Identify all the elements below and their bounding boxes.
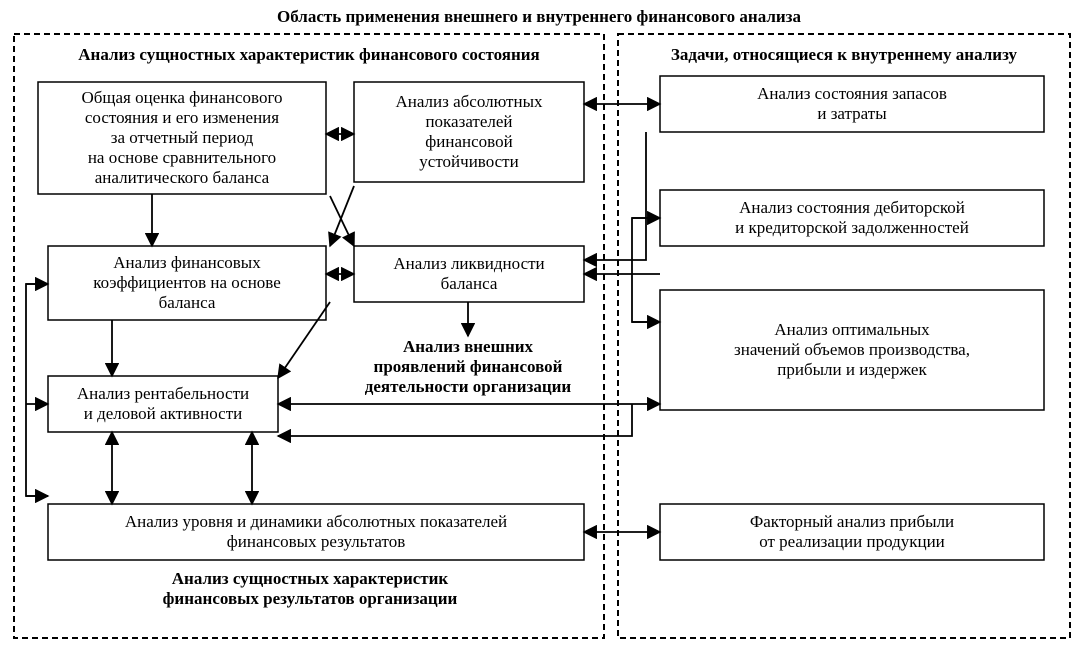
arrow-15: [584, 218, 660, 322]
svg-text:прибыли и издержек: прибыли и издержек: [777, 360, 927, 379]
label-bottom: Анализ сущностных характеристик: [172, 569, 449, 588]
svg-text:Анализ состояния дебиторской: Анализ состояния дебиторской: [739, 198, 965, 217]
svg-text:Факторный анализ прибыли: Факторный анализ прибыли: [750, 512, 954, 531]
node-r2: Анализ состояния дебиторскойи кредиторск…: [660, 190, 1044, 246]
node-n1: Общая оценка финансовогосостояния и его …: [38, 82, 326, 194]
svg-text:от реализации продукции: от реализации продукции: [759, 532, 945, 551]
label-ext: проявлений финансовой: [374, 357, 563, 376]
node-n2: Анализ абсолютныхпоказателейфинансовойус…: [354, 82, 584, 182]
svg-text:баланса: баланса: [159, 293, 216, 312]
node-n5: Анализ рентабельностии деловой активност…: [48, 376, 278, 432]
svg-text:Анализ финансовых: Анализ финансовых: [113, 253, 261, 272]
svg-text:состояния и его изменения: состояния и его изменения: [85, 108, 279, 127]
label-bottom: финансовых результатов организации: [163, 589, 458, 608]
svg-text:аналитического баланса: аналитического баланса: [95, 168, 270, 187]
arrow-11: [26, 284, 48, 496]
arrow-19: [278, 404, 632, 436]
left-panel-title: Анализ сущностных характеристик финансов…: [78, 45, 539, 64]
svg-text:Анализ абсолютных: Анализ абсолютных: [395, 92, 543, 111]
svg-text:финансовых результатов: финансовых результатов: [227, 532, 406, 551]
svg-text:финансовой: финансовой: [425, 132, 512, 151]
node-r3: Анализ оптимальныхзначений объемов произ…: [660, 290, 1044, 410]
svg-text:Анализ уровня и динамики абсол: Анализ уровня и динамики абсолютных пока…: [125, 512, 507, 531]
svg-text:показателей: показателей: [425, 112, 512, 131]
node-r4: Факторный анализ прибылиот реализации пр…: [660, 504, 1044, 560]
arrow-21: [584, 132, 646, 260]
svg-text:устойчивости: устойчивости: [419, 152, 518, 171]
svg-text:значений объемов производства,: значений объемов производства,: [734, 340, 970, 359]
svg-text:Анализ оптимальных: Анализ оптимальных: [774, 320, 930, 339]
node-n3: Анализ финансовыхкоэффициентов на основе…: [48, 246, 326, 320]
svg-text:на основе сравнительного: на основе сравнительного: [88, 148, 276, 167]
svg-text:и кредиторской задолженностей: и кредиторской задолженностей: [735, 218, 969, 237]
svg-text:баланса: баланса: [441, 274, 498, 293]
svg-text:и деловой активности: и деловой активности: [84, 404, 243, 423]
svg-text:Анализ состояния запасов: Анализ состояния запасов: [757, 84, 947, 103]
node-r1: Анализ состояния запасови затраты: [660, 76, 1044, 132]
node-n4: Анализ ликвидностибаланса: [354, 246, 584, 302]
right-panel-title: Задачи, относящиеся к внутреннему анализ…: [671, 45, 1018, 64]
svg-text:Общая оценка финансового: Общая оценка финансового: [81, 88, 282, 107]
svg-text:за отчетный период: за отчетный период: [111, 128, 254, 147]
svg-text:Анализ ликвидности: Анализ ликвидности: [393, 254, 544, 273]
svg-text:и затраты: и затраты: [817, 104, 887, 123]
label-ext: Анализ внешних: [403, 337, 534, 356]
node-n6: Анализ уровня и динамики абсолютных пока…: [48, 504, 584, 560]
svg-text:коэффициентов на основе: коэффициентов на основе: [93, 273, 281, 292]
label-ext: деятельности организации: [365, 377, 572, 396]
svg-text:Анализ рентабельности: Анализ рентабельности: [77, 384, 249, 403]
main-title: Область применения внешнего и внутреннег…: [277, 7, 802, 26]
